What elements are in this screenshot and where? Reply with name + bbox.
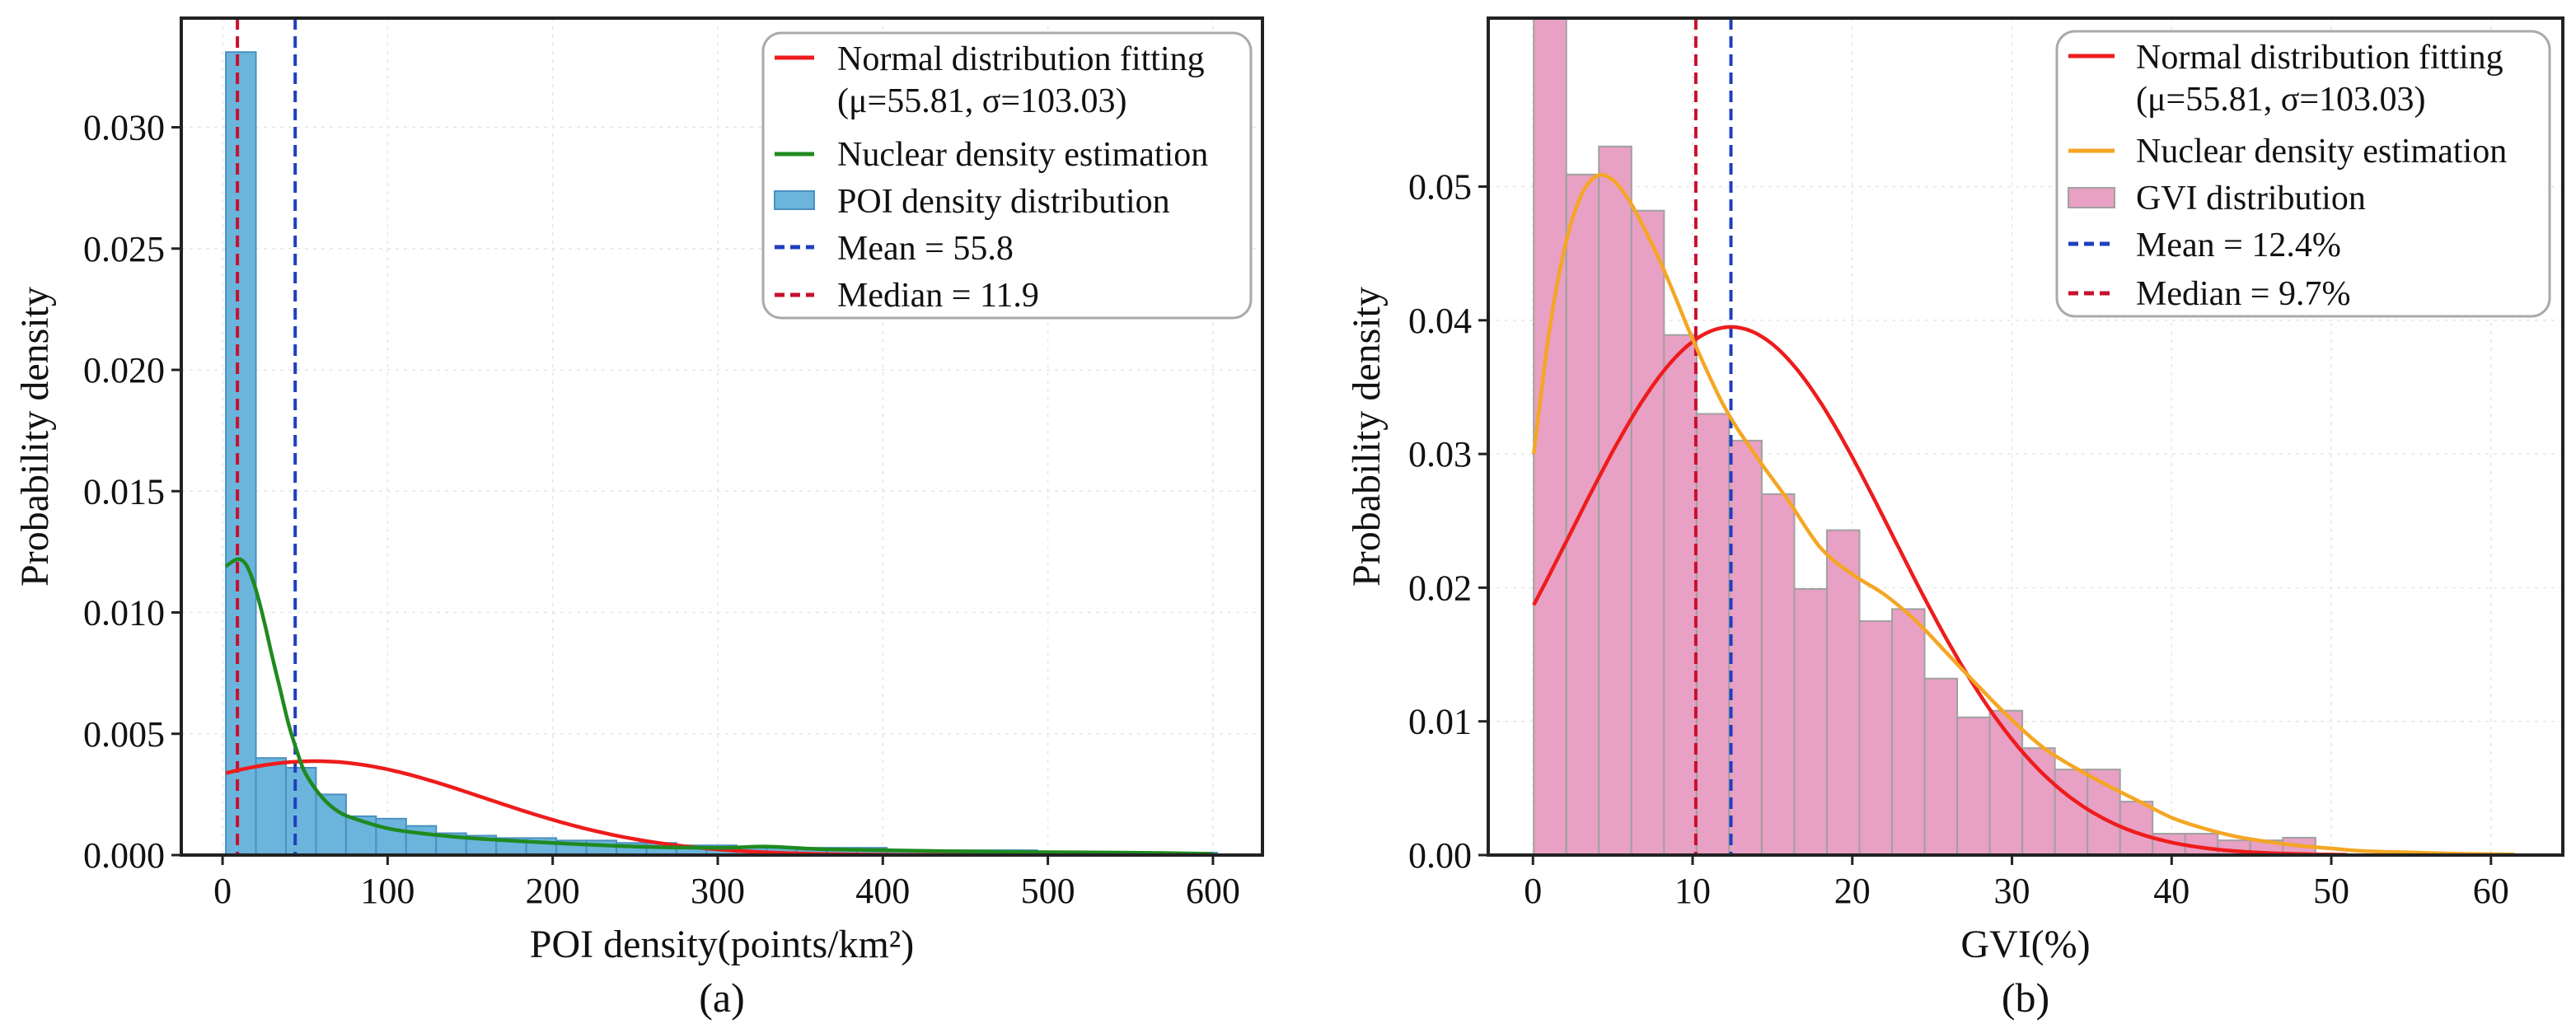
panel-a-y-axis-label: Probability density [13, 287, 57, 587]
panel-b-x-tick-label: 40 [2153, 871, 2190, 911]
panel-a-hist-bar [375, 817, 407, 857]
panel-a-legend: Normal distribution fitting (μ=55.81, σ=… [761, 31, 1253, 320]
panel-a-y-tick-label: 0.020 [83, 350, 165, 390]
panel-b-legend-mean-label: Mean = 12.4% [2136, 227, 2341, 264]
panel-b-hist-bar [1825, 529, 1861, 856]
panel-a-x-tick-label: 200 [526, 871, 580, 911]
panel-a-legend-kde-label: Nuclear density estimation [837, 136, 1208, 174]
panel-a-y-tick-label: 0.000 [83, 835, 165, 876]
panel-a-legend-hist-label: POI density distribution [837, 183, 1170, 221]
panel-a-axes-frame [180, 16, 1264, 857]
panel-b-x-tick-label: 60 [2473, 871, 2509, 911]
panel-b-hist-bar [1695, 413, 1731, 856]
panel-a-legend-box [761, 31, 1253, 320]
panel-b-hist-bar [1533, 17, 1567, 856]
panel-a-x-tick-label: 100 [360, 871, 415, 911]
panel-a-y-ticks: 0.000 0.005 0.010 0.015 0.020 0.025 0.030 [83, 108, 181, 876]
panel-b-y-tick-label: 0.02 [1408, 568, 1472, 608]
panel-a-x-tick-label: 300 [691, 871, 745, 911]
panel-a-kde-curve [224, 557, 1213, 855]
panel-b-y-axis-label: Probability density [1345, 287, 1389, 587]
panel-b-x-tick-label: 30 [1994, 871, 2030, 911]
panel-b-hist-bar [1565, 173, 1600, 857]
panel-b-hist-bar [2054, 769, 2089, 857]
panel-b-kde-curve [1531, 172, 2515, 855]
panel-b-x-tick-label: 0 [1524, 871, 1542, 911]
panel-b-x-axis-label: GVI(%) [1960, 923, 2090, 966]
panel-a-x-tick-label: 400 [855, 871, 910, 911]
panel-b-legend-hist-label: GVI distribution [2136, 180, 2366, 217]
panel-b-y-tick-label: 0.00 [1408, 835, 1472, 876]
panel-a-x-tick-label: 600 [1186, 871, 1240, 911]
panel-a-curves [224, 18, 1213, 855]
panel-a-y-tick-label: 0.025 [83, 229, 165, 269]
panel-a-y-tick-label: 0.005 [83, 714, 165, 755]
panel-b-y-tick-label: 0.03 [1408, 434, 1472, 474]
panel-a-hist-bar [315, 793, 347, 857]
panel-b-x-tick-label: 20 [1834, 871, 1871, 911]
panel-b-y-tick-label: 0.04 [1408, 301, 1472, 341]
panel-a-caption: (a) [699, 975, 745, 1021]
panel-b-legend-box [2055, 30, 2551, 318]
panel-b-x-tick-label: 50 [2313, 871, 2349, 911]
panel-b-y-ticks: 0.00 0.01 0.02 0.03 0.04 0.05 [1408, 166, 1488, 876]
panel-b-hist-bar [2021, 747, 2056, 856]
panel-b: 0 10 20 30 40 50 60 0.00 0.01 0.02 0.03 0.04 0.05 G… [1345, 16, 2564, 1021]
panel-b-hist-bar [1793, 588, 1828, 856]
panel-a-legend-mean-label: Mean = 55.8 [837, 230, 1014, 268]
panel-a-x-tick-label: 500 [1021, 871, 1075, 911]
panel-b-hist-bar [1598, 145, 1632, 857]
panel-b-normal-fit-curve [1532, 325, 2348, 855]
panel-a-x-ticks: 0 100 200 300 400 500 600 [213, 855, 1240, 911]
panel-a-legend-normal-params: (μ=55.81, σ=103.03) [837, 82, 1127, 120]
panel-b-legend-normal-params: (μ=55.81, σ=103.03) [2136, 81, 2426, 119]
panel-b-hist-bar [1728, 439, 1763, 856]
panel-a-hist-bar [225, 51, 257, 856]
panel-b-x-tick-label: 10 [1674, 871, 1711, 911]
panel-a-y-tick-label: 0.010 [83, 593, 165, 633]
panel-b-legend-normal-label: Normal distribution fitting [2136, 39, 2503, 77]
panel-a-legend-normal-label: Normal distribution fitting [837, 40, 1205, 78]
panel-b-hist-bar [1923, 677, 1959, 856]
panel-b-legend-kde-label: Nuclear density estimation [2136, 133, 2507, 171]
panel-b-hist-bar [1956, 716, 1991, 857]
panel-b-y-tick-label: 0.01 [1408, 702, 1472, 742]
panel-a-legend-median-label: Median = 11.9 [837, 277, 1039, 315]
panel-b-hist-bar [1760, 493, 1796, 856]
panel-b-legend: Normal distribution fitting (μ=55.81, σ=… [2055, 30, 2551, 318]
panel-b-legend-median-label: Median = 9.7% [2136, 275, 2350, 313]
panel-b-caption: (b) [2002, 975, 2049, 1021]
panel-b-y-tick-label: 0.05 [1408, 166, 1472, 207]
panel-b-axes-frame [1487, 16, 2564, 857]
panel-a-legend-hist-swatch [774, 190, 815, 210]
panel-a-x-axis-label: POI density(points/km²) [530, 923, 914, 966]
panel-a-y-tick-label: 0.015 [83, 471, 165, 512]
panel-b-hist-bar [1891, 608, 1926, 857]
panel-a-hist-bar [585, 839, 618, 857]
panel-a-hist-bar [255, 757, 287, 856]
panel-a-x-tick-label: 0 [213, 871, 232, 911]
panel-a-y-tick-label: 0.030 [83, 108, 165, 148]
panel-b-curves [1531, 18, 2515, 855]
panel-a: 0 100 200 300 400 500 600 0.000 0.005 0.010 0.015… [13, 16, 1264, 1021]
panel-b-legend-hist-swatch [2068, 187, 2115, 208]
panel-b-hist-bar [1630, 209, 1665, 856]
panel-b-hist-bar [1858, 619, 1894, 856]
panel-b-hist-bar [1663, 334, 1698, 857]
panel-b-x-ticks: 0 10 20 30 40 50 60 [1524, 855, 2509, 911]
